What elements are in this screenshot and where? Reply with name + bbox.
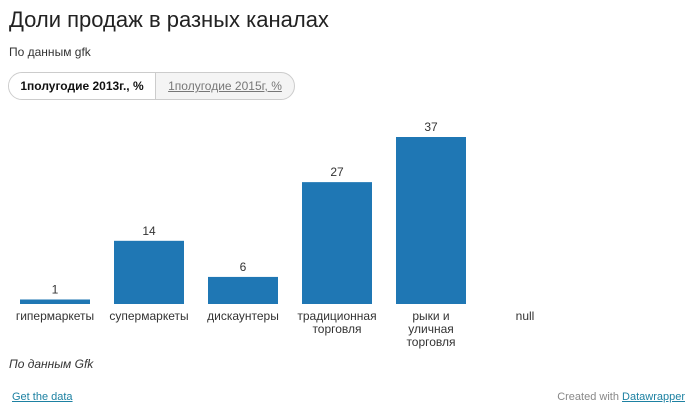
- value-label: 37: [424, 120, 438, 134]
- bar: [114, 240, 184, 304]
- value-label: 1: [52, 282, 59, 296]
- category-label: традиционная торговля: [297, 309, 376, 336]
- source-note: По данным Gfk: [9, 357, 94, 371]
- bar-chart: 1 гипермаркеты 14 супермаркеты 6 дискаунтеры 2…: [16, 120, 535, 349]
- value-label: 27: [330, 165, 344, 179]
- category-label: дискаунтеры: [207, 309, 279, 323]
- category-label: null: [516, 309, 535, 323]
- value-label: 6: [240, 260, 247, 274]
- get-data-link[interactable]: Get the data: [12, 391, 73, 403]
- bar: [396, 137, 466, 304]
- datawrapper-link[interactable]: Datawrapper: [622, 391, 685, 403]
- value-label: 14: [142, 224, 156, 238]
- category-label: рыки и уличная торговля: [406, 309, 455, 349]
- bar: [20, 299, 90, 304]
- tab-2015[interactable]: 1полугодие 2015г, %: [168, 79, 282, 93]
- period-tabs: 1полугодие 2013г., % 1полугодие 2015г, %: [8, 72, 295, 100]
- bar: [302, 182, 372, 304]
- category-label: супермаркеты: [109, 309, 188, 323]
- credits: Created with Datawrapper: [557, 391, 685, 403]
- bar: [208, 276, 278, 304]
- tab-2013[interactable]: 1полугодие 2013г., %: [9, 73, 156, 99]
- chart-subtitle: По данным gfk: [9, 45, 91, 59]
- category-label: гипермаркеты: [16, 309, 94, 323]
- created-with-text: Created with: [557, 391, 619, 403]
- chart-title: Доли продаж в разных каналах: [9, 7, 329, 32]
